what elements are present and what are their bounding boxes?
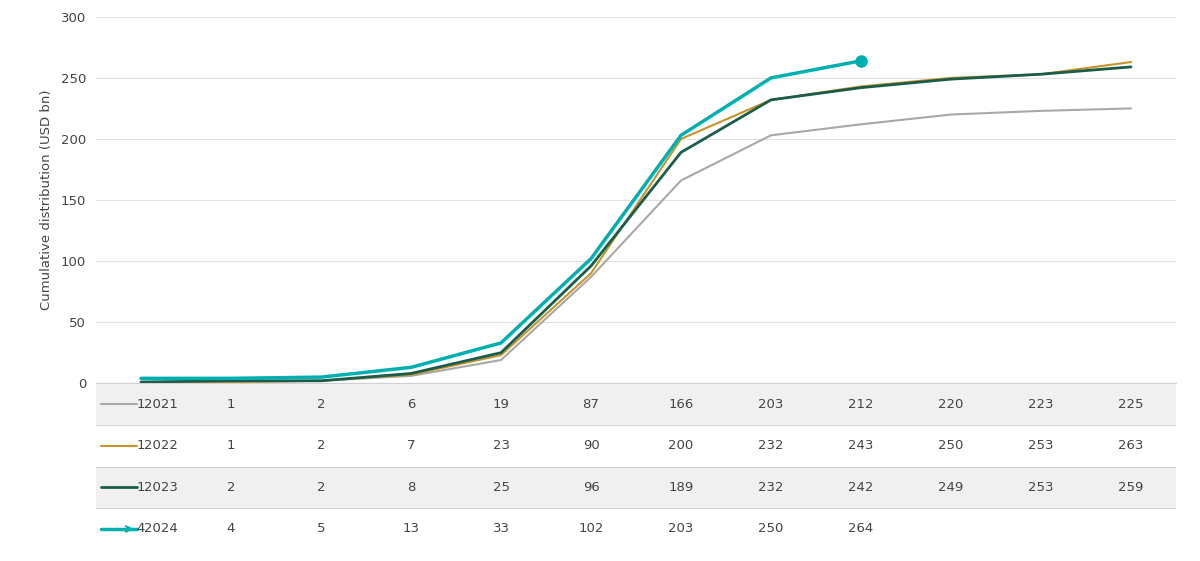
Text: 166: 166 xyxy=(668,398,694,411)
Text: 200: 200 xyxy=(668,439,694,452)
Text: 1: 1 xyxy=(227,439,235,452)
Text: 90: 90 xyxy=(583,439,599,452)
Text: 2: 2 xyxy=(227,481,235,494)
Text: 2024: 2024 xyxy=(144,522,178,535)
Text: 203: 203 xyxy=(668,522,694,535)
Bar xyxy=(96,383,1176,425)
Y-axis label: Cumulative distribution (USD bn): Cumulative distribution (USD bn) xyxy=(40,90,53,310)
Bar xyxy=(96,467,1176,508)
Text: 23: 23 xyxy=(492,439,510,452)
Text: 25: 25 xyxy=(492,481,510,494)
Text: 7: 7 xyxy=(407,439,415,452)
Text: 253: 253 xyxy=(1028,481,1054,494)
Text: 249: 249 xyxy=(938,481,964,494)
Text: 87: 87 xyxy=(582,398,600,411)
Text: 5: 5 xyxy=(317,522,325,535)
Text: 1: 1 xyxy=(227,398,235,411)
Text: 223: 223 xyxy=(1028,398,1054,411)
Bar xyxy=(96,508,1176,550)
Text: 189: 189 xyxy=(668,481,694,494)
Text: 2: 2 xyxy=(317,439,325,452)
Text: 263: 263 xyxy=(1118,439,1144,452)
Text: 1: 1 xyxy=(137,398,145,411)
Text: 2022: 2022 xyxy=(144,439,178,452)
Bar xyxy=(96,425,1176,467)
Text: 259: 259 xyxy=(1118,481,1144,494)
Text: 2023: 2023 xyxy=(144,481,178,494)
Text: 232: 232 xyxy=(758,481,784,494)
Text: 243: 243 xyxy=(848,439,874,452)
Text: 250: 250 xyxy=(938,439,964,452)
Text: 2021: 2021 xyxy=(144,398,178,411)
Text: 33: 33 xyxy=(492,522,510,535)
Text: 2: 2 xyxy=(317,481,325,494)
Text: 4: 4 xyxy=(137,522,145,535)
Text: 212: 212 xyxy=(848,398,874,411)
Text: 253: 253 xyxy=(1028,439,1054,452)
Text: 102: 102 xyxy=(578,522,604,535)
Text: 4: 4 xyxy=(227,522,235,535)
Text: 2: 2 xyxy=(317,398,325,411)
Text: 264: 264 xyxy=(848,522,874,535)
Text: 19: 19 xyxy=(492,398,510,411)
Text: 96: 96 xyxy=(583,481,599,494)
Text: 250: 250 xyxy=(758,522,784,535)
Text: 220: 220 xyxy=(938,398,964,411)
Text: 6: 6 xyxy=(407,398,415,411)
Text: 1: 1 xyxy=(137,439,145,452)
Text: 203: 203 xyxy=(758,398,784,411)
Text: 13: 13 xyxy=(402,522,420,535)
Text: 242: 242 xyxy=(848,481,874,494)
Text: 1: 1 xyxy=(137,481,145,494)
Text: 8: 8 xyxy=(407,481,415,494)
Text: 232: 232 xyxy=(758,439,784,452)
Text: 225: 225 xyxy=(1118,398,1144,411)
